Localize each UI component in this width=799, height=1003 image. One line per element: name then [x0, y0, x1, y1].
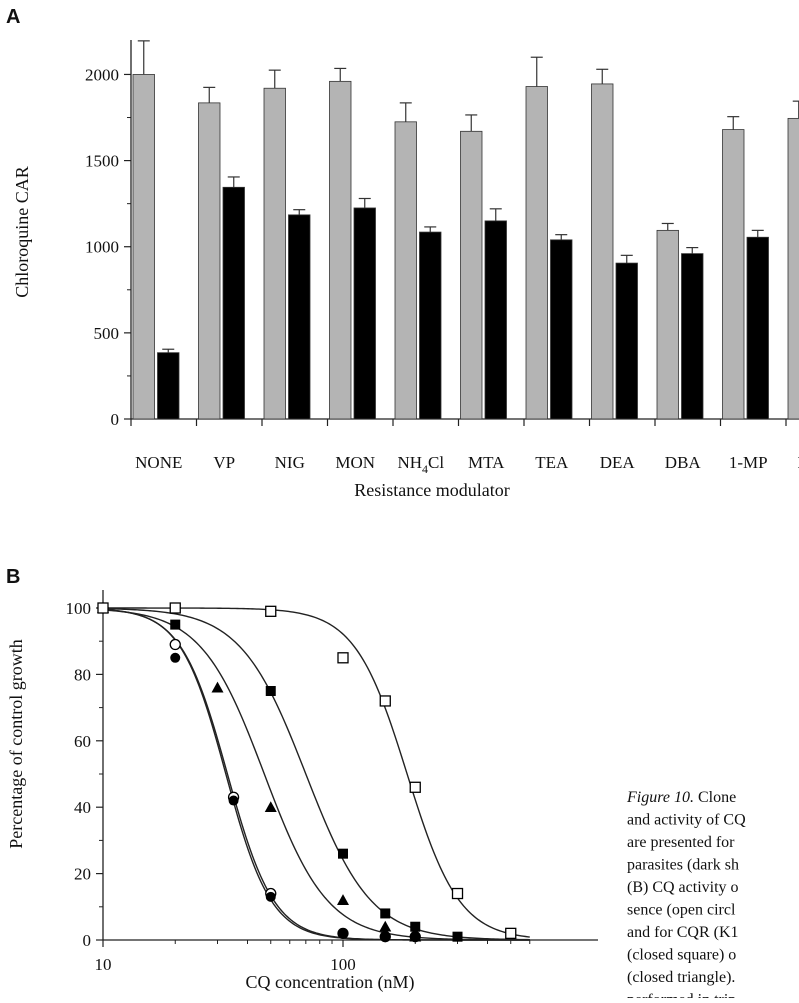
panel-a-bar: [394, 121, 417, 420]
panel-a-bar: [746, 236, 769, 420]
caption-line: and for CQR (K1: [627, 924, 739, 941]
panel-a-chart: 0 500 1000 1500 2000 NONE VP NIG MON NH4Cl MTA TEA D…: [85, 40, 799, 476]
panel-b-marker-open-square: [265, 605, 277, 617]
panel-b-marker-closed-triangle: [337, 894, 349, 905]
panel-b-marker-closed-square: [410, 921, 421, 932]
panel-b-marker-closed-circle: [380, 931, 391, 942]
panel-a-bar: [681, 253, 704, 420]
panel-b-ytick-label: 0: [83, 931, 92, 950]
panel-b-fit-curve: [102, 608, 530, 941]
panel-b-fit-curve: [102, 608, 530, 941]
panel-b-ytick-label: 20: [74, 865, 91, 884]
panel-b-ytick-label: 40: [74, 798, 91, 817]
panel-a-bar: [722, 129, 745, 420]
panel-a-bar: [484, 220, 507, 420]
panel-a-category-label: VP: [213, 453, 235, 472]
panel-b-marker-open-square: [451, 887, 464, 900]
panel-b-marker-closed-circle: [228, 795, 239, 806]
caption-line: Figure 10. Clone: [626, 789, 736, 806]
panel-a-category-label: DEA: [600, 453, 636, 472]
caption-line: performed in trip: [627, 992, 736, 999]
panel-a-xlabel: Resistance modulator: [354, 480, 509, 500]
panel-b-marker-open-square: [97, 602, 109, 614]
panel-b-marker-closed-triangle: [264, 801, 277, 812]
panel-a-bar: [198, 102, 221, 420]
panel-b-marker-open-square: [409, 781, 421, 793]
panel-a-bar: [656, 229, 679, 420]
panel-b-ylabel: Percentage of control growth: [6, 639, 26, 848]
panel-b-marker-closed-square: [452, 931, 463, 942]
panel-a-bar: [550, 239, 573, 420]
panel-a-bar: [460, 130, 483, 420]
panel-a-bar: [353, 207, 376, 420]
panel-b-xlabel: CQ concentration (nM): [246, 972, 415, 993]
panel-a-bar: [419, 231, 442, 420]
caption-line: (B) CQ activity o: [627, 879, 739, 896]
panel-b-marker-closed-circle: [338, 928, 348, 939]
panel-b-marker-closed-circle: [170, 652, 181, 663]
panel-b-ytick-label: 80: [74, 665, 91, 684]
panel-a-category-label: MON: [335, 453, 375, 472]
panel-b-marker-closed-square: [170, 619, 181, 630]
panel-a-bar: [615, 262, 638, 420]
caption-line: are presented for: [627, 834, 735, 851]
panel-a-category-label: DBA: [665, 453, 702, 472]
panel-b-fit-curve: [103, 607, 530, 938]
panel-b-xtick-label: 100: [330, 955, 356, 974]
panel-b-marker-open-circle: [169, 638, 181, 651]
panel-b-marker-open-square: [337, 652, 349, 664]
panel-a-bar: [288, 214, 311, 420]
panel-b-letter: B: [6, 566, 20, 588]
panel-a-category-label: MTA: [468, 453, 505, 472]
panel-a-bar: [787, 117, 799, 420]
panel-b-marker-closed-triangle: [409, 930, 422, 942]
panel-a-ylabel: Chloroquine CAR: [12, 166, 32, 298]
panel-a-bar: [329, 80, 352, 420]
panel-a-category-label: DPA: [798, 453, 799, 472]
panel-a-bar: [132, 74, 155, 420]
figure-caption: Figure 10. Clone and activity of CQ are pr…: [626, 789, 746, 1003]
caption-line: (closed triangle).: [627, 969, 735, 986]
panel-b-xtick-label: 10: [95, 955, 112, 974]
panel-b-chart: 0 20 40 60 80 100 10 100: [66, 590, 598, 974]
panel-b-marker-open-square: [505, 927, 517, 940]
panel-a-ytick-label: 500: [94, 324, 120, 343]
caption-line: (closed square) o: [627, 947, 736, 964]
panel-a-bar: [222, 186, 245, 420]
panel-b-fit-curve: [102, 607, 530, 941]
panel-a-category-label: NH4Cl: [397, 453, 444, 476]
panel-a-category-label: NONE: [135, 453, 182, 472]
panel-a-bar: [263, 87, 286, 420]
panel-b-marker-closed-triangle: [379, 920, 392, 932]
panel-b-marker-closed-square: [265, 686, 276, 696]
panel-a-category-label: TEA: [535, 453, 569, 472]
panel-a-bar: [591, 83, 614, 420]
panel-b-ytick-label: 60: [74, 732, 91, 751]
panel-a-category-label: 1-MP: [729, 453, 768, 472]
panel-b-marker-open-square: [379, 695, 391, 707]
panel-a-ytick-label: 1000: [85, 238, 119, 257]
panel-a-category-label: NIG: [275, 453, 305, 472]
panel-b-marker-closed-triangle: [211, 681, 224, 693]
panel-b-marker-open-square: [169, 602, 181, 614]
caption-line: parasites (dark sh: [627, 857, 739, 874]
panel-b-ytick-label: 100: [66, 599, 92, 618]
panel-a-ytick-label: 2000: [85, 65, 119, 84]
panel-b-marker-closed-square: [380, 908, 391, 919]
caption-line: and activity of CQ: [627, 812, 746, 829]
panel-b-marker-closed-circle: [265, 891, 276, 902]
panel-b-marker-closed-square: [338, 848, 348, 859]
panel-a-bar: [525, 86, 548, 420]
panel-a-ytick-label: 0: [111, 410, 120, 429]
panel-a-letter: A: [6, 6, 20, 28]
panel-b-fit-curve: [102, 609, 530, 941]
caption-line: sence (open circl: [627, 902, 736, 919]
panel-a-bar: [157, 352, 180, 420]
panel-a-ytick-label: 1500: [85, 152, 119, 171]
